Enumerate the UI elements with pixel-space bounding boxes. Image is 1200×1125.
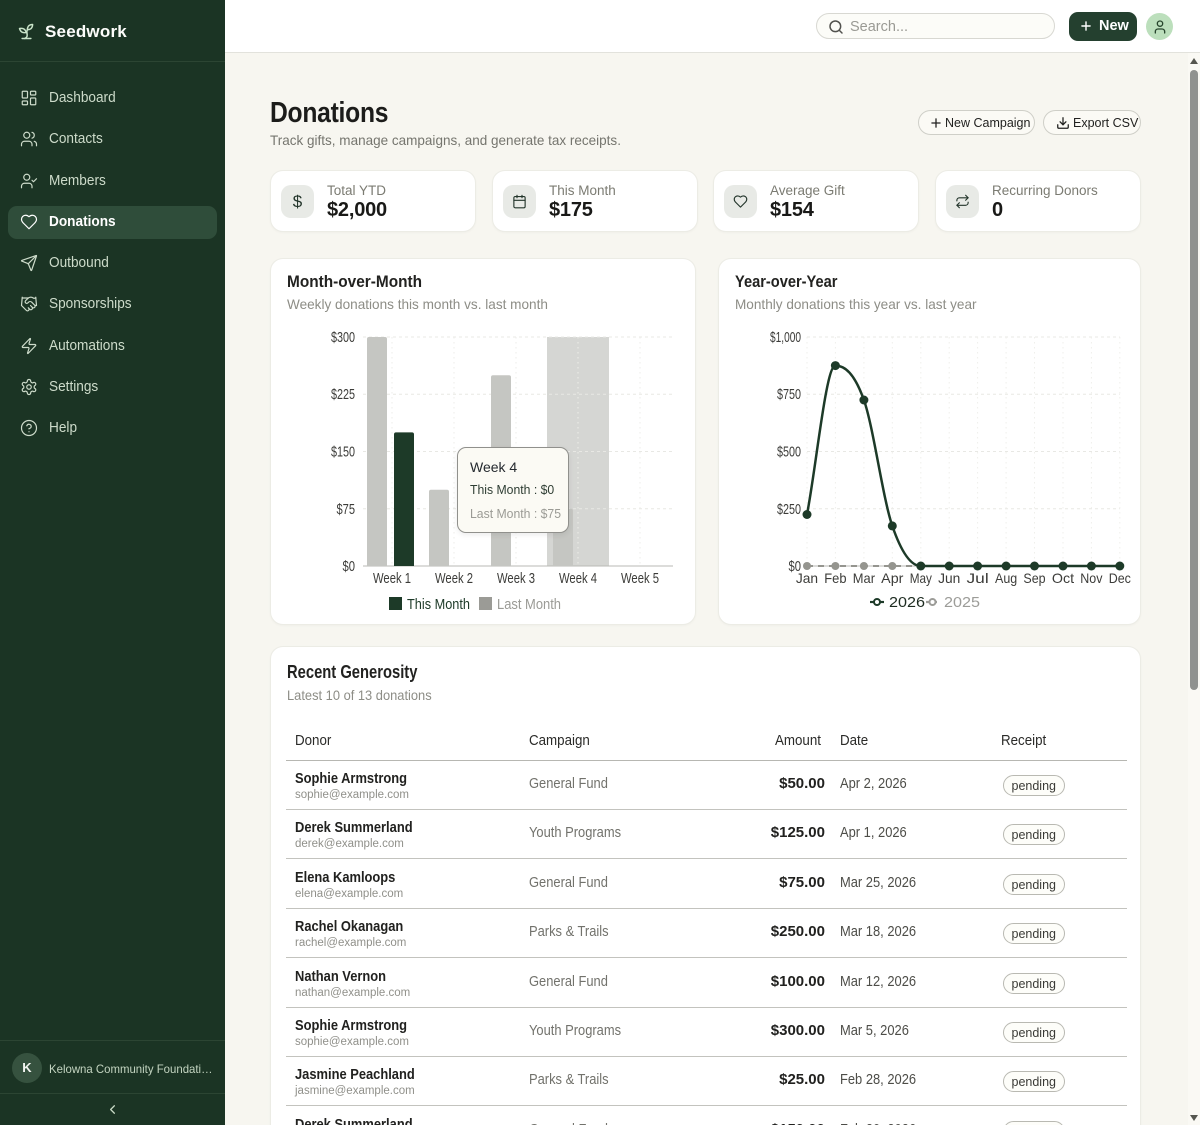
svg-text:Mar: Mar bbox=[853, 570, 875, 586]
svg-text:Apr: Apr bbox=[881, 570, 904, 586]
svg-text:2025: 2025 bbox=[944, 595, 980, 611]
svg-text:Last Month: Last Month bbox=[497, 597, 561, 613]
svg-text:$150: $150 bbox=[331, 444, 355, 461]
svg-text:Jan: Jan bbox=[796, 570, 818, 586]
svg-text:$300: $300 bbox=[331, 329, 355, 346]
svg-text:$75: $75 bbox=[337, 501, 356, 518]
svg-text:$225: $225 bbox=[331, 386, 355, 403]
svg-text:Oct: Oct bbox=[1052, 570, 1074, 586]
svg-text:Nov: Nov bbox=[1080, 570, 1102, 586]
svg-text:Feb: Feb bbox=[824, 570, 846, 586]
svg-text:Week 2: Week 2 bbox=[435, 571, 473, 587]
svg-text:Week 3: Week 3 bbox=[497, 571, 535, 587]
svg-text:May: May bbox=[910, 570, 932, 586]
svg-text:2026: 2026 bbox=[889, 595, 925, 611]
svg-text:Sep: Sep bbox=[1023, 570, 1045, 586]
svg-text:$0: $0 bbox=[343, 558, 356, 575]
svg-text:$500: $500 bbox=[777, 444, 801, 461]
svg-text:$0: $0 bbox=[789, 558, 802, 575]
svg-text:Jun: Jun bbox=[938, 570, 960, 586]
svg-text:Week 4: Week 4 bbox=[559, 571, 597, 587]
svg-text:$1,000: $1,000 bbox=[770, 329, 801, 346]
svg-text:$750: $750 bbox=[777, 386, 801, 403]
svg-text:This Month: This Month bbox=[407, 597, 470, 613]
svg-text:$250: $250 bbox=[777, 501, 801, 518]
svg-text:Jul: Jul bbox=[967, 570, 989, 586]
svg-text:Week 5: Week 5 bbox=[621, 571, 659, 587]
svg-text:Aug: Aug bbox=[995, 570, 1017, 586]
svg-text:Dec: Dec bbox=[1109, 570, 1131, 586]
svg-text:Week 1: Week 1 bbox=[373, 571, 411, 587]
